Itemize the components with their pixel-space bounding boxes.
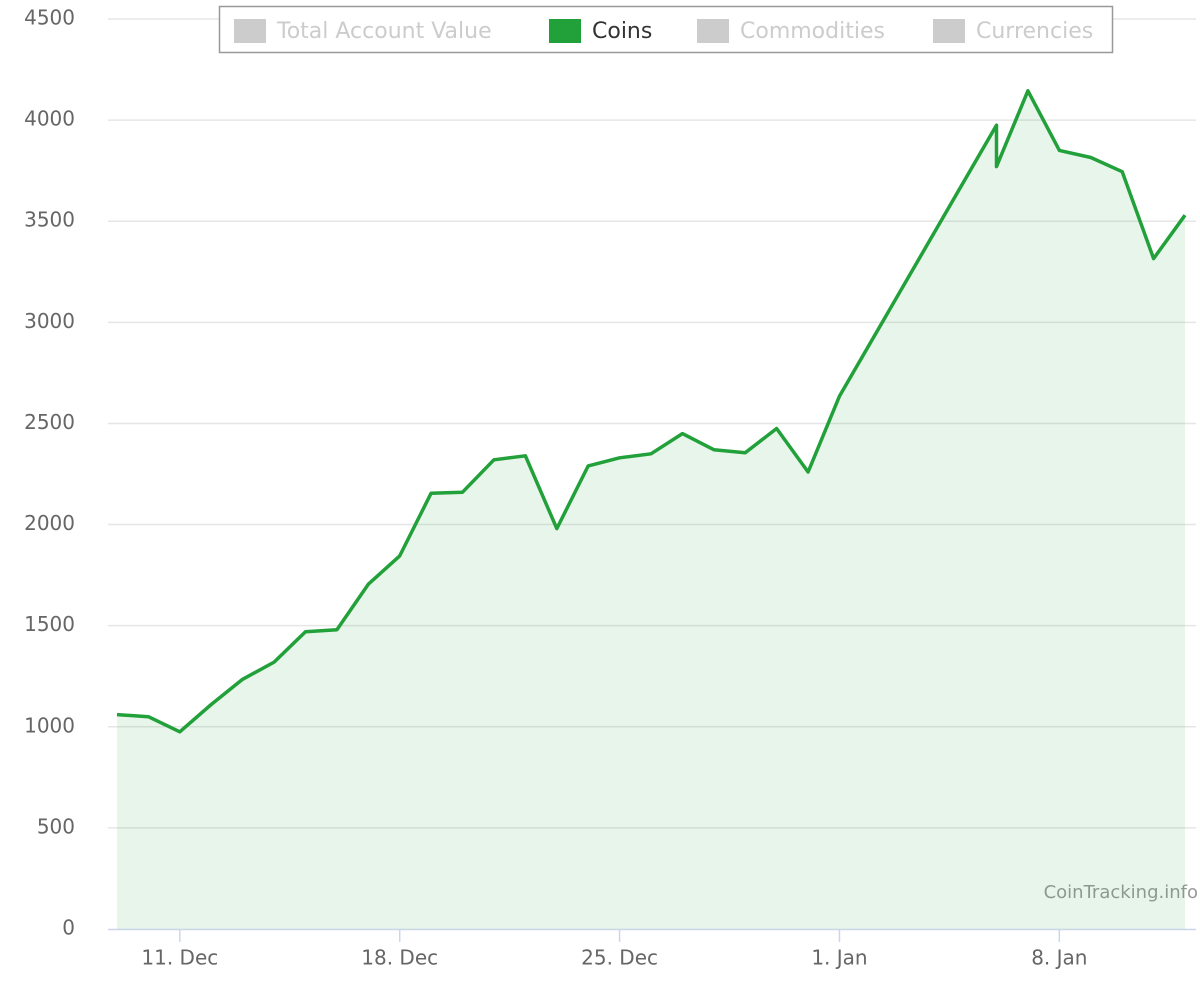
legend-label[interactable]: Total Account Value (276, 19, 492, 44)
legend-label[interactable]: Commodities (740, 19, 885, 44)
x-tick-label: 8. Jan (1031, 946, 1087, 970)
legend-swatch[interactable] (697, 19, 729, 43)
y-tick-label: 1500 (24, 612, 75, 636)
x-tick-label: 11. Dec (141, 946, 218, 970)
y-tick-label: 4000 (24, 107, 75, 131)
series-line (116, 89, 1187, 734)
legend-swatch[interactable] (933, 19, 965, 43)
credit: CoinTracking.info (1044, 882, 1198, 903)
x-tick-label: 18. Dec (361, 946, 438, 970)
legend-label[interactable]: Currencies (976, 19, 1093, 44)
y-tick-label: 0 (62, 916, 75, 940)
legend-swatch[interactable] (549, 19, 581, 43)
y-tick-label: 500 (37, 814, 75, 838)
x-tick-label: 25. Dec (581, 946, 658, 970)
y-tick-label: 1000 (24, 713, 75, 737)
y-tick-label: 3500 (24, 208, 75, 232)
y-tick-label: 2500 (24, 410, 75, 434)
x-tick-label: 1. Jan (811, 946, 867, 970)
legend-label[interactable]: Coins (592, 19, 652, 44)
legend-swatch[interactable] (234, 19, 266, 43)
y-tick-label: 4500 (24, 6, 75, 30)
area-fill (117, 90, 1185, 930)
y-tick-label: 3000 (24, 309, 75, 333)
y-tick-label: 2000 (24, 511, 75, 535)
